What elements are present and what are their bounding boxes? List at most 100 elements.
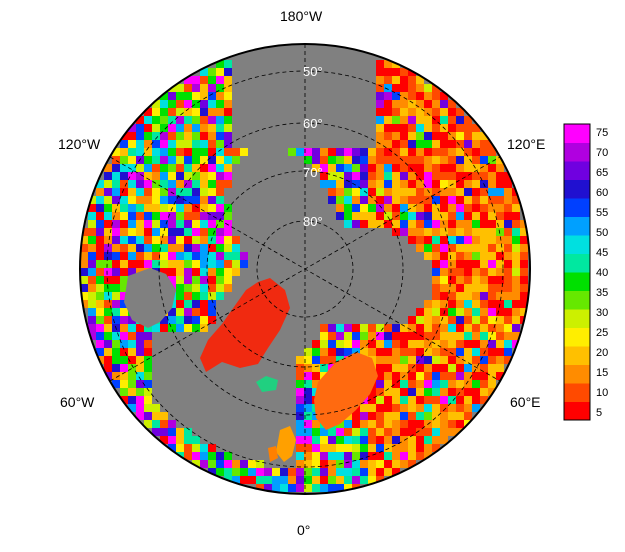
data-cell <box>472 188 480 196</box>
data-cell <box>504 180 512 188</box>
data-cell <box>112 180 120 188</box>
data-cell <box>400 148 408 156</box>
data-cell <box>424 84 432 92</box>
data-cell <box>496 220 504 228</box>
data-cell <box>480 188 488 196</box>
data-cell <box>440 92 448 100</box>
data-cell <box>88 196 96 204</box>
data-cell <box>336 340 344 348</box>
colorbar-swatch <box>564 198 590 217</box>
data-cell <box>120 244 128 252</box>
data-cell <box>432 228 440 236</box>
data-cell <box>352 428 360 436</box>
data-cell <box>448 420 456 428</box>
data-cell <box>408 380 416 388</box>
data-cell <box>336 196 344 204</box>
data-cell <box>160 412 168 420</box>
data-cell <box>424 148 432 156</box>
data-cell <box>456 324 464 332</box>
data-cell <box>408 180 416 188</box>
data-cell <box>360 444 368 452</box>
data-cell <box>472 204 480 212</box>
data-cell <box>384 428 392 436</box>
iceland-landmass <box>256 376 278 392</box>
data-cell <box>152 100 160 108</box>
data-cell <box>432 428 440 436</box>
data-cell <box>128 228 136 236</box>
data-cell <box>120 300 128 308</box>
data-cell <box>200 116 208 124</box>
data-cell <box>192 84 200 92</box>
data-cell <box>96 204 104 212</box>
data-cell <box>104 348 112 356</box>
data-cell <box>496 324 504 332</box>
data-cell <box>504 228 512 236</box>
data-cell <box>184 268 192 276</box>
data-cell <box>360 220 368 228</box>
data-cell <box>392 220 400 228</box>
data-cell <box>200 100 208 108</box>
data-cell <box>112 164 120 172</box>
data-cell <box>424 300 432 308</box>
data-cell <box>120 220 128 228</box>
data-cell <box>296 404 304 412</box>
data-cell <box>240 468 248 476</box>
data-cell <box>472 260 480 268</box>
data-cell <box>416 340 424 348</box>
data-cell <box>176 276 184 284</box>
data-cell <box>120 252 128 260</box>
data-cell <box>520 228 528 236</box>
colorbar-tick-label: 55 <box>596 207 608 219</box>
data-cell <box>384 196 392 204</box>
data-cell <box>416 84 424 92</box>
data-cell <box>424 444 432 452</box>
data-cell <box>224 100 232 108</box>
data-cell <box>240 260 248 268</box>
data-cell <box>144 348 152 356</box>
data-cell <box>80 244 88 252</box>
data-cell <box>488 228 496 236</box>
data-cell <box>216 260 224 268</box>
data-cell <box>224 84 232 92</box>
data-cell <box>448 180 456 188</box>
data-cell <box>464 132 472 140</box>
data-cell <box>448 252 456 260</box>
data-cell <box>352 172 360 180</box>
data-cell <box>304 148 312 156</box>
data-cell <box>336 468 344 476</box>
data-cell <box>480 244 488 252</box>
data-cell <box>464 380 472 388</box>
data-cell <box>224 180 232 188</box>
data-cell <box>208 212 216 220</box>
data-cell <box>208 204 216 212</box>
data-cell <box>488 244 496 252</box>
data-cell <box>408 124 416 132</box>
data-cell <box>408 92 416 100</box>
greenland-landmass <box>200 278 290 372</box>
data-cell <box>384 204 392 212</box>
data-cell <box>120 340 128 348</box>
data-cell <box>432 356 440 364</box>
data-cell <box>160 260 168 268</box>
data-cell <box>120 348 128 356</box>
data-cell <box>176 148 184 156</box>
data-cell <box>192 92 200 100</box>
data-cell <box>328 428 336 436</box>
data-cell <box>448 340 456 348</box>
data-cell <box>160 172 168 180</box>
data-cell <box>368 220 376 228</box>
data-cell <box>376 404 384 412</box>
data-cell <box>112 268 120 276</box>
data-cell <box>232 468 240 476</box>
data-cell <box>520 284 528 292</box>
data-cell <box>168 156 176 164</box>
data-cell <box>408 132 416 140</box>
data-cell <box>480 196 488 204</box>
data-cell <box>200 260 208 268</box>
data-cell <box>88 268 96 276</box>
data-cell <box>496 332 504 340</box>
data-cell <box>408 156 416 164</box>
data-cell <box>504 196 512 204</box>
data-cell <box>128 196 136 204</box>
data-cell <box>424 220 432 228</box>
